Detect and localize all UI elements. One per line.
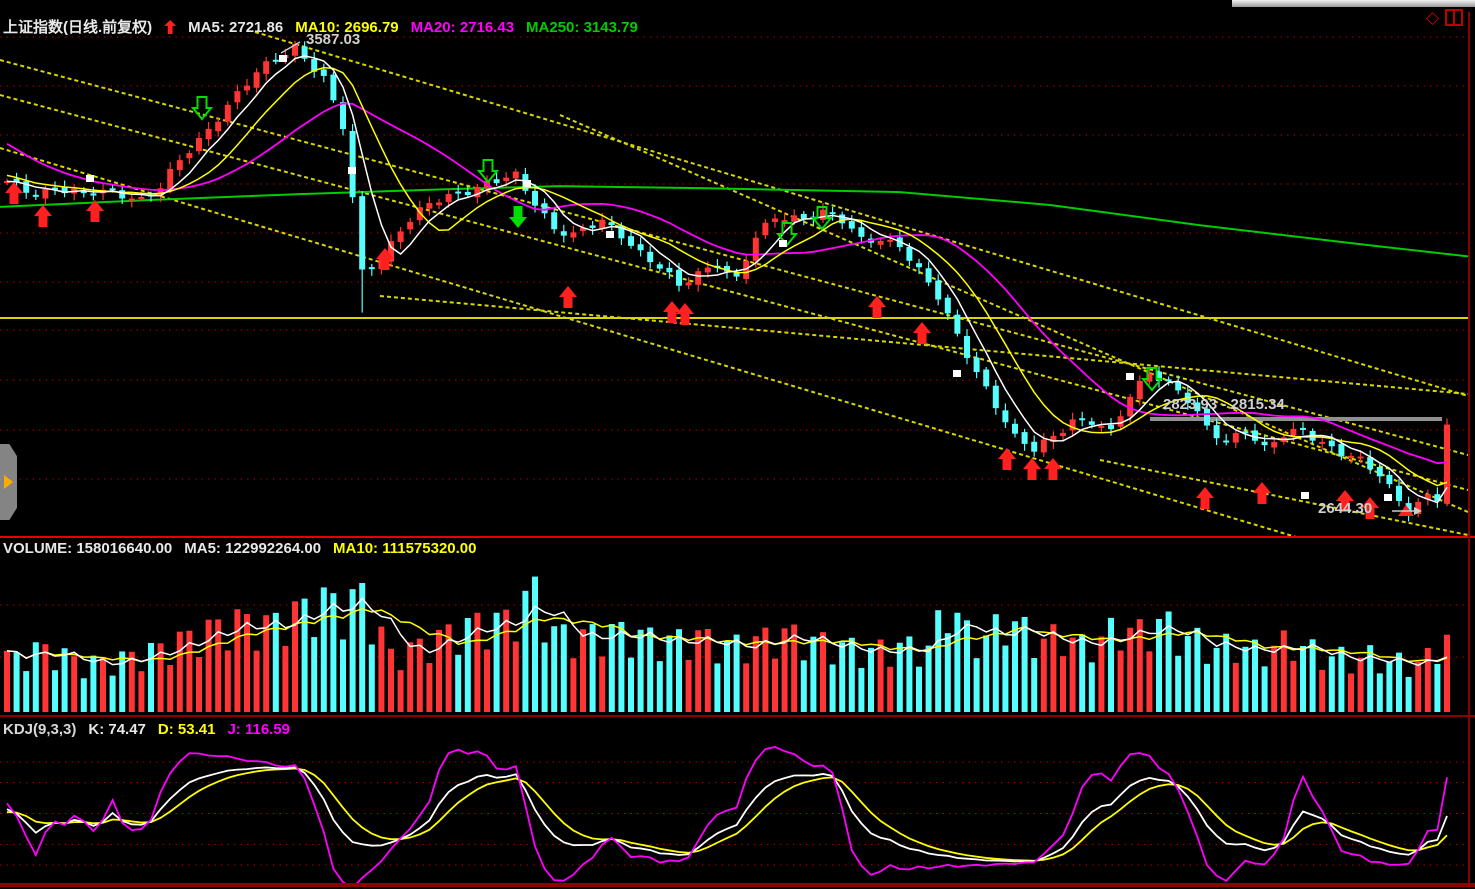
grid-lines xyxy=(0,36,1468,480)
window-controls: ◇ xyxy=(1426,8,1464,27)
panel-separator xyxy=(0,536,1475,538)
volume-canvas[interactable] xyxy=(0,538,1475,715)
trendlines xyxy=(0,31,1469,536)
ma5-value: MA5: 2721.86 xyxy=(188,19,284,36)
up-arrow-icon xyxy=(164,20,177,34)
kdj-k-line xyxy=(6,766,1448,863)
kdj-d-line xyxy=(6,767,1448,862)
ma5-line xyxy=(6,55,1448,504)
kdj-header: KDJ(9,3,3) K: 74.47 D: 53.41 J: 116.59 xyxy=(3,721,302,738)
expand-arrow-icon xyxy=(4,475,13,489)
diamond-window-icon[interactable]: ◇ xyxy=(1426,8,1440,27)
ma10-line xyxy=(6,66,1448,487)
annotation-pointers xyxy=(280,41,1422,515)
kdj-title: KDJ(9,3,3) xyxy=(3,721,77,738)
ma20-value: MA20: 2716.43 xyxy=(410,19,515,36)
panel-separator-2 xyxy=(0,715,1475,717)
volume-value: VOLUME: 158016640.00 xyxy=(3,540,173,557)
horizontal-scrollbar[interactable] xyxy=(1232,0,1475,7)
volume-ma10-line xyxy=(6,608,1448,663)
kdj-panel: KDJ(9,3,3) K: 74.47 D: 53.41 J: 116.59 xyxy=(0,717,1475,883)
volume-header: VOLUME: 158016640.00 MA5: 122992264.00 MA1… xyxy=(3,540,488,557)
gap-range-annotation: 2823.93 - 2815.34 xyxy=(1163,396,1285,413)
signal-marks xyxy=(5,55,1414,519)
ma250-value: MA250: 3143.79 xyxy=(526,19,638,36)
kdj-canvas[interactable] xyxy=(0,717,1475,883)
main-chart-panel: 上证指数(日线.前复权) MA5: 2721.86 MA10: 2696.79 MA2… xyxy=(0,0,1475,536)
volume-panel: VOLUME: 158016640.00 MA5: 122992264.00 MA1… xyxy=(0,538,1475,715)
symbol-title: 上证指数(日线.前复权) xyxy=(3,19,153,36)
ma10-value: MA10: 2696.79 xyxy=(295,19,399,36)
low-price-annotation: 2644.30 xyxy=(1318,500,1373,517)
ma250-line xyxy=(0,185,1469,258)
volume-ma5-line xyxy=(6,597,1448,667)
kdj-d-value: D: 53.41 xyxy=(157,721,216,738)
restore-window-icon[interactable] xyxy=(1445,9,1464,26)
kdj-j-value: J: 116.59 xyxy=(227,721,291,738)
ma20-line xyxy=(6,102,1448,465)
peak-price-annotation: 3587.03 xyxy=(306,31,361,48)
main-chart-header: 上证指数(日线.前复权) MA5: 2721.86 MA10: 2696.79 MA2… xyxy=(3,16,650,37)
panel-expand-handle[interactable] xyxy=(0,444,17,520)
volume-ma10-value: MA10: 111575320.00 xyxy=(333,540,477,557)
main-chart-canvas[interactable] xyxy=(0,0,1475,536)
gray-level-bar xyxy=(1150,417,1442,421)
kdj-k-value: K: 74.47 xyxy=(88,721,146,738)
candles-layer xyxy=(4,40,1450,522)
bottom-border xyxy=(0,883,1475,887)
volume-bars xyxy=(4,576,1450,712)
kdj-grid xyxy=(0,761,1468,866)
kdj-j-line xyxy=(6,746,1448,883)
right-border xyxy=(1468,12,1470,884)
volume-ma5-value: MA5: 122992264.00 xyxy=(184,540,322,557)
